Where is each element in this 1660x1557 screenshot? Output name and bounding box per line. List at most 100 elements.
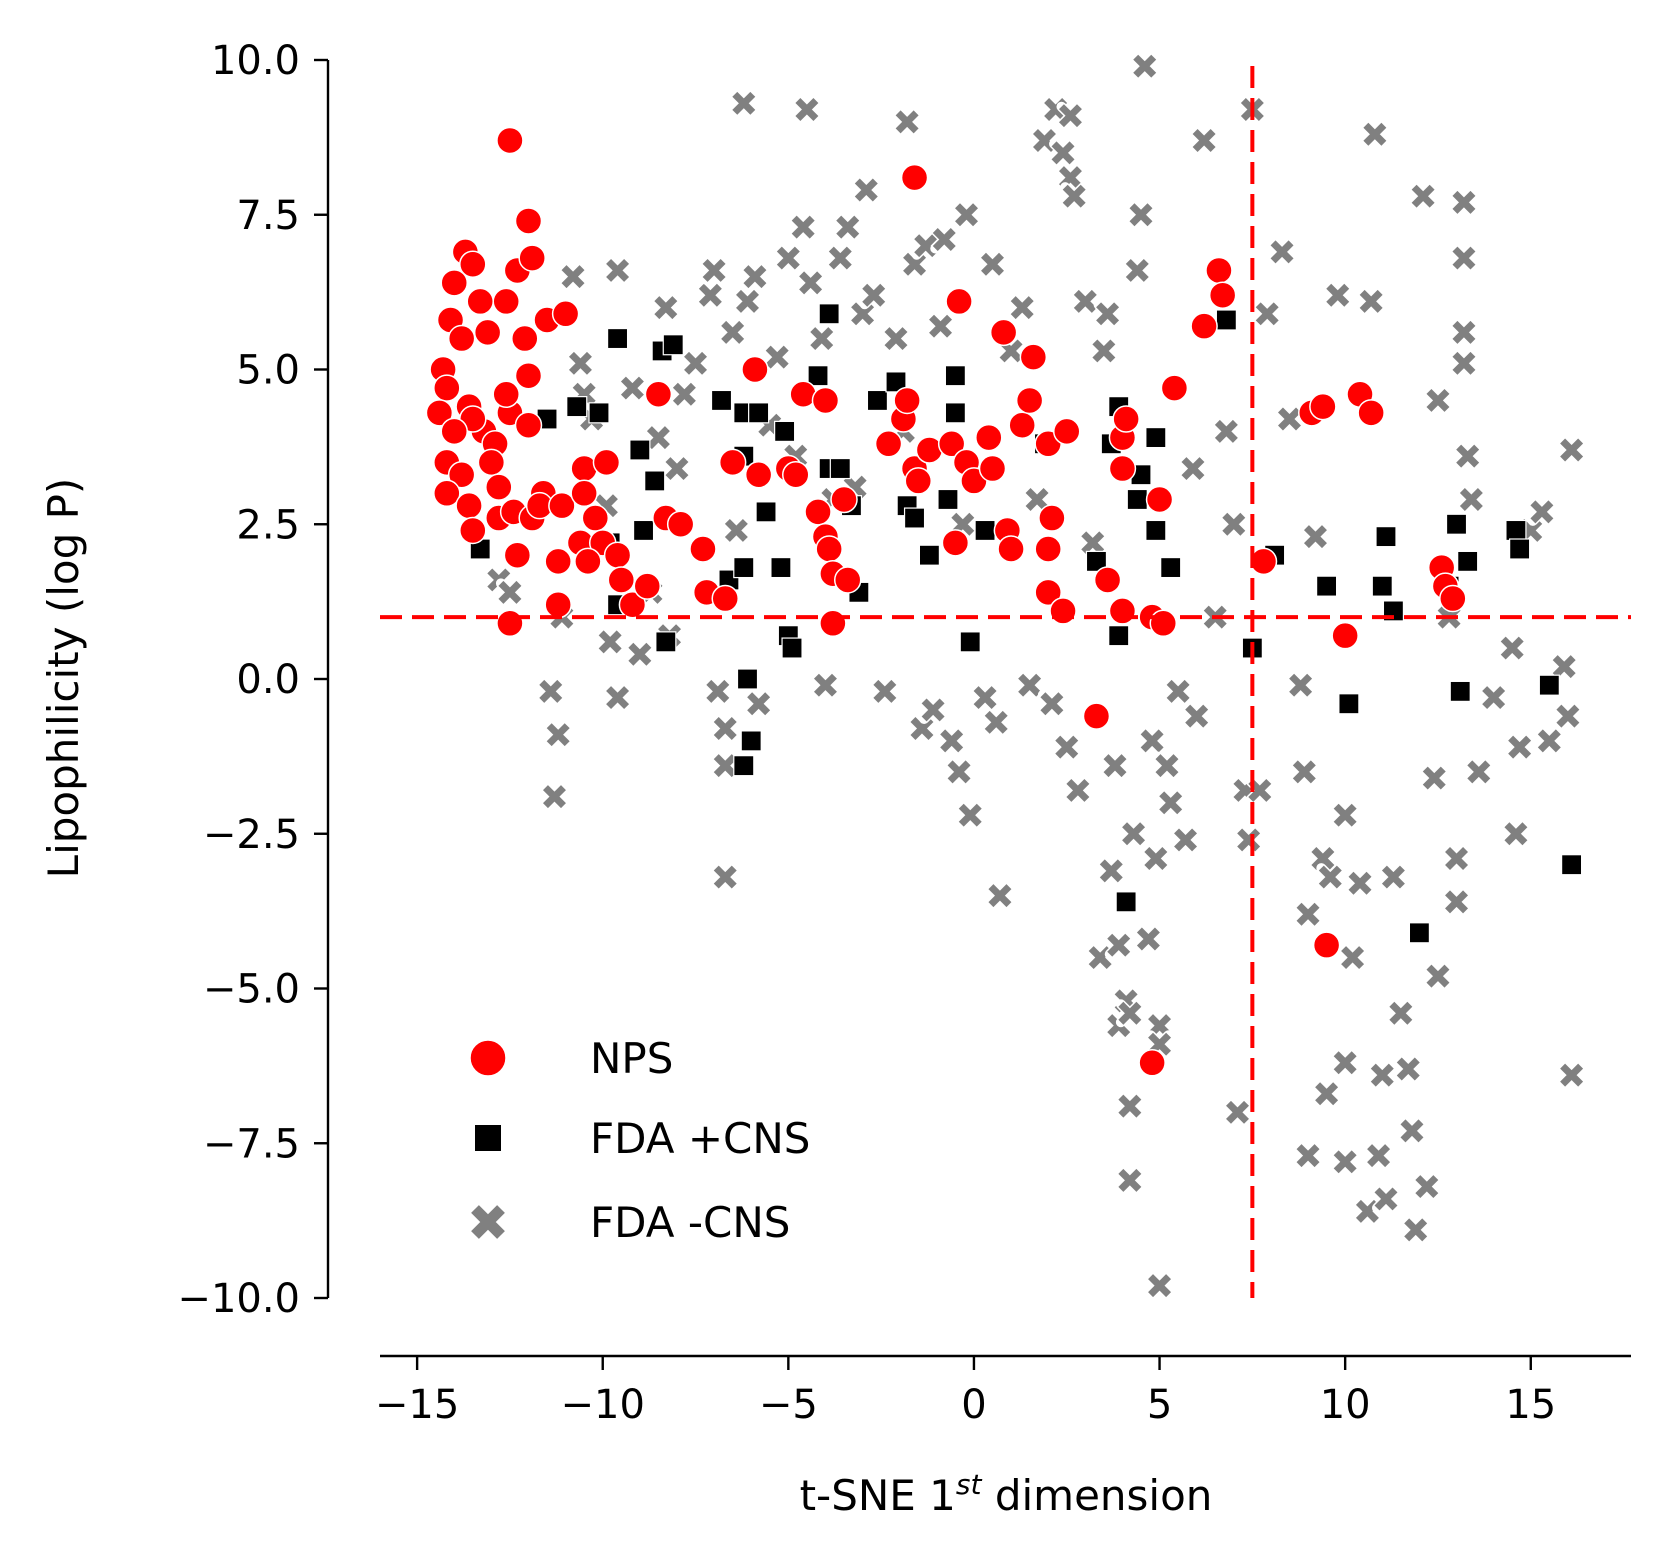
data-point	[755, 501, 777, 523]
data-point	[974, 519, 996, 542]
legend: NPS FDA +CNS FDA -CNS	[469, 1034, 810, 1247]
legend-marker-circle	[469, 1039, 507, 1077]
data-point	[1126, 488, 1148, 511]
data-point	[944, 402, 966, 424]
data-point	[1056, 101, 1085, 130]
data-point	[722, 516, 751, 545]
data-point	[1423, 962, 1452, 991]
data-point	[455, 491, 483, 520]
data-point	[989, 318, 1018, 347]
data-point	[1145, 485, 1174, 514]
data-point	[956, 801, 985, 830]
data-point	[926, 312, 955, 341]
data-point	[1149, 609, 1178, 638]
data-point	[782, 460, 810, 489]
data-point	[592, 491, 621, 520]
data-point	[1275, 405, 1304, 434]
data-point	[907, 714, 936, 743]
data-point	[1338, 693, 1360, 715]
data-point	[1138, 1049, 1166, 1077]
data-point	[1008, 411, 1036, 439]
data-point	[1286, 671, 1315, 700]
data-point	[473, 318, 502, 347]
data-point	[511, 324, 539, 353]
data-point	[1401, 1215, 1430, 1244]
data-point	[1052, 733, 1081, 762]
data-point	[548, 491, 576, 520]
data-point	[1089, 336, 1118, 365]
data-point	[1505, 733, 1534, 762]
data-point	[1126, 200, 1155, 229]
data-point	[606, 327, 629, 350]
data-point	[1394, 1054, 1423, 1083]
data-point	[811, 671, 840, 700]
x-tick-label: −15	[375, 1382, 459, 1428]
data-point	[733, 556, 755, 579]
data-point	[1308, 844, 1337, 873]
data-point	[540, 782, 569, 811]
data-point	[662, 334, 684, 356]
data-point	[893, 107, 922, 136]
data-point	[603, 683, 632, 712]
data-point	[1249, 547, 1278, 576]
data-point	[937, 430, 966, 458]
data-point	[1219, 510, 1248, 539]
data-point	[1085, 550, 1108, 572]
data-point	[1550, 652, 1579, 681]
data-point	[741, 355, 769, 384]
data-point	[1331, 801, 1360, 830]
data-point	[588, 402, 610, 424]
data-point	[581, 504, 610, 532]
data-point	[459, 516, 487, 545]
legend-marker-square	[475, 1125, 501, 1151]
data-point	[544, 590, 572, 619]
data-point	[848, 299, 877, 328]
y-tick-label: 0.0	[236, 657, 300, 703]
data-point	[503, 541, 532, 569]
data-point	[1397, 1116, 1426, 1145]
data-point	[1152, 751, 1181, 780]
y-tick-label: −10.0	[177, 1276, 300, 1322]
data-point	[514, 207, 543, 235]
data-point	[1312, 931, 1341, 959]
data-point	[440, 269, 468, 297]
data-point	[1060, 182, 1089, 211]
data-point	[1008, 293, 1037, 322]
data-point	[1312, 1079, 1341, 1108]
data-point	[774, 420, 796, 442]
series-nps	[425, 126, 1467, 1077]
data-point	[944, 365, 966, 387]
legend-label: FDA -CNS	[590, 1198, 790, 1247]
data-point	[603, 256, 632, 285]
data-point	[551, 300, 580, 328]
data-point	[1316, 575, 1338, 597]
data-point	[459, 250, 487, 279]
legend-label: NPS	[590, 1034, 673, 1083]
data-point	[1501, 819, 1530, 848]
reference-lines	[380, 66, 1631, 1298]
data-point	[574, 547, 602, 576]
data-point	[514, 361, 543, 390]
data-point	[937, 488, 959, 511]
data-point	[904, 467, 933, 495]
data-point	[941, 529, 970, 557]
y-axis-title: Lipophilicity (log P)	[39, 478, 88, 879]
data-point	[1145, 426, 1167, 449]
data-point	[514, 411, 543, 439]
data-point	[1019, 343, 1048, 371]
data-point	[711, 714, 740, 743]
data-point	[1049, 597, 1077, 625]
data-point	[1535, 726, 1564, 755]
data-point	[1112, 405, 1140, 433]
data-point	[1449, 318, 1478, 347]
data-point	[811, 386, 840, 415]
data-point	[1371, 575, 1393, 597]
data-point	[1108, 597, 1137, 625]
data-point	[770, 556, 792, 579]
data-point	[985, 881, 1014, 910]
data-point	[819, 609, 847, 638]
data-point	[1108, 625, 1130, 647]
data-point	[945, 287, 973, 316]
y-tick-label: −7.5	[203, 1121, 300, 1167]
data-point	[1445, 513, 1468, 535]
